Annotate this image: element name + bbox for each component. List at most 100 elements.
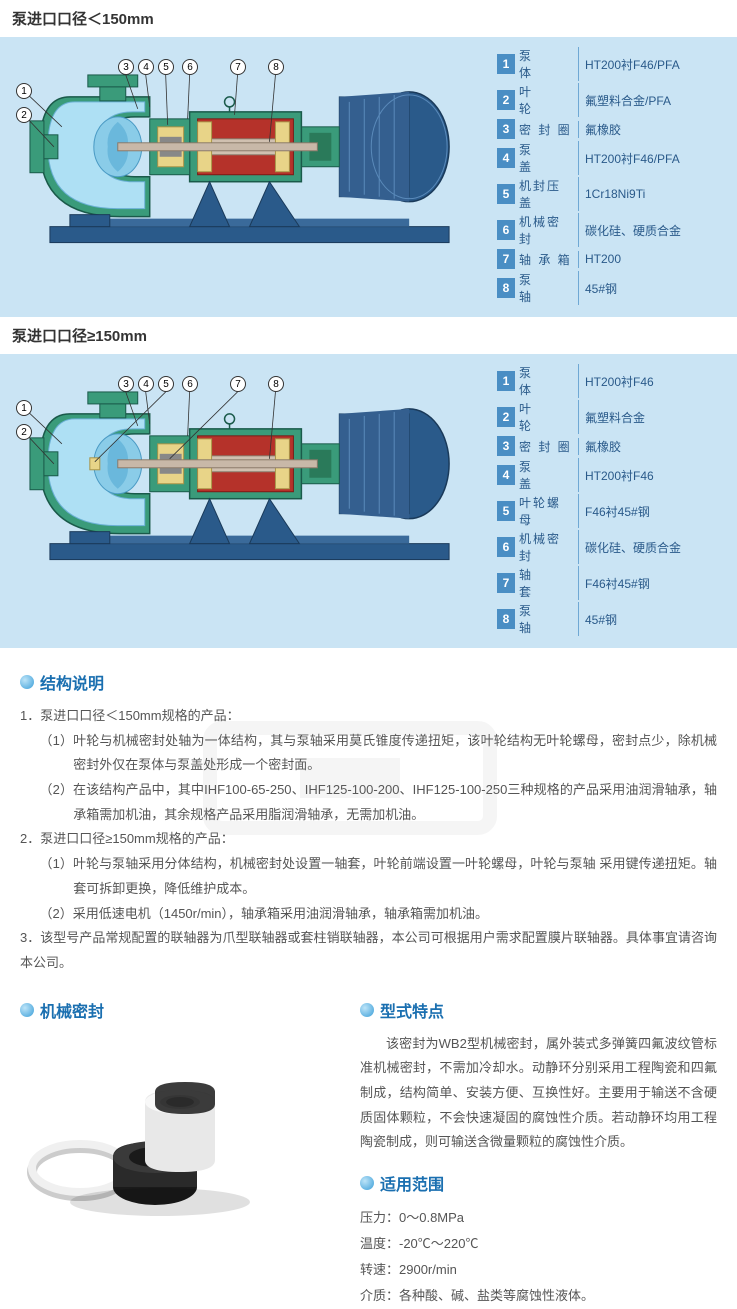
part-material: 氟橡胶	[585, 438, 727, 455]
part-number-badge: 7	[497, 573, 515, 593]
spec-line: 转速：2900r/min	[360, 1257, 717, 1283]
part-material: 45#钢	[585, 280, 727, 297]
range-heading: 适用范围	[380, 1171, 444, 1195]
structure-line: （2）在该结构产品中，其中IHF100-65-250、IHF125-100-20…	[54, 778, 717, 827]
parts-row: 3密 封 圈氟橡胶	[497, 436, 727, 456]
parts-table-1: 1泵 体HT200衬F46/PFA2叶 轮氟塑料合金/PFA3密 封 圈氟橡胶4…	[497, 47, 727, 307]
part-material: 45#钢	[585, 611, 727, 628]
part-material: HT200衬F46	[585, 467, 727, 484]
part-number-badge: 1	[497, 371, 515, 391]
bullet-icon	[20, 675, 34, 689]
callout-1: 1	[16, 83, 32, 99]
structure-line: （1）叶轮与泵轴采用分体结构，机械密封处设置一轴套，叶轮前端设置一叶轮螺母，叶轮…	[54, 852, 717, 901]
parts-row: 7轴 套 F46衬45#钢	[497, 566, 727, 600]
part-name: 泵 盖	[519, 458, 579, 492]
section-title-1: 泵进口口径＜150mm	[0, 0, 737, 37]
callout-4: 4	[138, 59, 154, 75]
part-name: 密 封 圈	[519, 438, 579, 455]
type-heading: 型式特点	[380, 998, 444, 1022]
part-number-badge: 5	[497, 501, 515, 521]
type-description: 该密封为WB2型机械密封，属外装式多弹簧四氟波纹管标准机械密封，不需加冷却水。动…	[360, 1032, 717, 1155]
part-name: 泵 轴	[519, 602, 579, 636]
structure-line: 2．泵进口口径≥150mm规格的产品：	[20, 827, 717, 852]
part-name: 轴 套	[519, 566, 579, 600]
parts-row: 6机械密封碳化硅、硬质合金	[497, 213, 727, 247]
callout-2b: 2	[16, 424, 32, 440]
part-number-badge: 4	[497, 465, 515, 485]
bullet-icon	[360, 1003, 374, 1017]
part-material: F46衬45#钢	[585, 503, 727, 520]
parts-row: 7轴 承 箱HT200	[497, 249, 727, 269]
bullet-icon	[20, 1003, 34, 1017]
parts-row: 5机封压盖1Cr18Ni9Ti	[497, 177, 727, 211]
part-name: 密 封 圈	[519, 121, 579, 138]
part-material: 氟塑料合金/PFA	[585, 92, 727, 109]
callout-8: 8	[268, 59, 284, 75]
part-name: 叶轮螺母	[519, 494, 579, 528]
part-name: 泵 盖	[519, 141, 579, 175]
spec-line: 介质：各种酸、碱、盐类等腐蚀性液体。	[360, 1283, 717, 1309]
pump-diagram-2: 1 2 3 4 5 6 7 8	[10, 364, 489, 574]
structure-heading: 结构说明	[40, 670, 104, 694]
part-material: 碳化硅、硬质合金	[585, 222, 727, 239]
diagram-block-1: 1 2 3 4 5 6 7 8	[0, 37, 737, 317]
part-name: 机械密封	[519, 213, 579, 247]
callout-7b: 7	[230, 376, 246, 392]
callout-3b: 3	[118, 376, 134, 392]
parts-row: 4泵 盖HT200衬F46/PFA	[497, 141, 727, 175]
structure-description: 1．泵进口口径＜150mm规格的产品：（1）叶轮与机械密封处轴为一体结构，其与泵…	[20, 704, 717, 976]
part-material: HT200衬F46/PFA	[585, 56, 727, 73]
part-number-badge: 2	[497, 90, 515, 110]
part-name: 轴 承 箱	[519, 251, 579, 268]
callout-5: 5	[158, 59, 174, 75]
callout-6b: 6	[182, 376, 198, 392]
part-number-badge: 2	[497, 407, 515, 427]
parts-row: 5叶轮螺母 F46衬45#钢	[497, 494, 727, 528]
spec-line: 压力：0～0.8MPa	[360, 1205, 717, 1231]
structure-line: 3．该型号产品常规配置的联轴器为爪型联轴器或套柱销联轴器，本公司可根据用户需求配…	[20, 926, 717, 975]
part-name: 叶 轮	[519, 400, 579, 434]
part-name: 泵 体	[519, 47, 579, 81]
pump-cutaway-svg-1	[10, 47, 489, 257]
structure-line: 1．泵进口口径＜150mm规格的产品：	[20, 704, 717, 729]
parts-row: 6机械密封碳化硅、硬质合金	[497, 530, 727, 564]
callout-4b: 4	[138, 376, 154, 392]
part-number-badge: 7	[497, 249, 515, 269]
spec-line: 温度：-20℃～220℃	[360, 1231, 717, 1257]
part-number-badge: 6	[497, 537, 515, 557]
part-number-badge: 1	[497, 54, 515, 74]
diagram-block-2: 1 2 3 4 5 6 7 8	[0, 354, 737, 648]
callout-5b: 5	[158, 376, 174, 392]
part-number-badge: 3	[497, 436, 515, 456]
part-material: 氟塑料合金	[585, 409, 727, 426]
part-name: 机封压盖	[519, 177, 579, 211]
callout-2: 2	[16, 107, 32, 123]
callout-3: 3	[118, 59, 134, 75]
callout-8b: 8	[268, 376, 284, 392]
part-name: 泵 轴	[519, 271, 579, 305]
parts-row: 4泵 盖 HT200衬F46	[497, 458, 727, 492]
part-number-badge: 8	[497, 609, 515, 629]
callout-1b: 1	[16, 400, 32, 416]
structure-line: （1）叶轮与机械密封处轴为一体结构，其与泵轴采用莫氏锥度传递扭矩，该叶轮结构无叶…	[54, 729, 717, 778]
part-name: 叶 轮	[519, 83, 579, 117]
part-material: 碳化硅、硬质合金	[585, 539, 727, 556]
parts-row: 1泵 体HT200衬F46	[497, 364, 727, 398]
parts-row: 8泵 轴 45#钢	[497, 271, 727, 305]
part-material: F46衬45#钢	[585, 575, 727, 592]
callout-6: 6	[182, 59, 198, 75]
range-specs: 压力：0～0.8MPa温度：-20℃～220℃转速：2900r/min介质：各种…	[360, 1205, 717, 1309]
part-number-badge: 3	[497, 119, 515, 139]
parts-row: 2叶 轮氟塑料合金/PFA	[497, 83, 727, 117]
callout-7: 7	[230, 59, 246, 75]
structure-line: （2）采用低速电机（1450r/min），轴承箱采用油润滑轴承，轴承箱需加机油。	[54, 902, 717, 927]
part-number-badge: 6	[497, 220, 515, 240]
parts-row: 1泵 体 HT200衬F46/PFA	[497, 47, 727, 81]
part-number-badge: 8	[497, 278, 515, 298]
parts-row: 8泵 轴 45#钢	[497, 602, 727, 636]
bullet-icon	[360, 1176, 374, 1190]
part-material: HT200衬F46/PFA	[585, 150, 727, 167]
pump-diagram-1: 1 2 3 4 5 6 7 8	[10, 47, 489, 257]
seal-heading: 机械密封	[40, 998, 104, 1022]
part-number-badge: 5	[497, 184, 515, 204]
